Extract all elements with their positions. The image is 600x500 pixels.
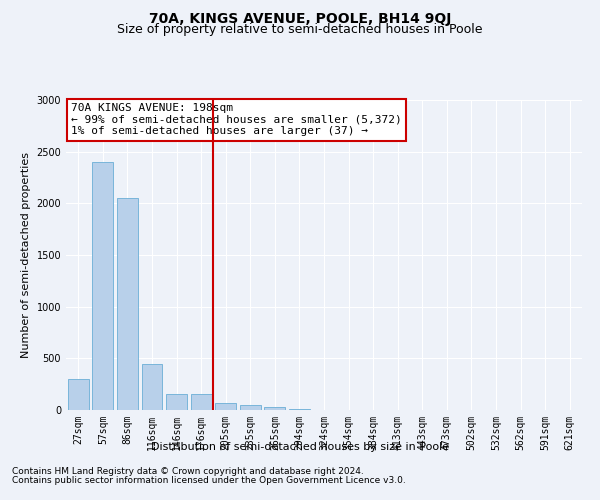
Text: Contains public sector information licensed under the Open Government Licence v3: Contains public sector information licen…: [12, 476, 406, 485]
Y-axis label: Number of semi-detached properties: Number of semi-detached properties: [21, 152, 31, 358]
Text: Size of property relative to semi-detached houses in Poole: Size of property relative to semi-detach…: [117, 22, 483, 36]
Bar: [142, 364, 163, 410]
Bar: [215, 403, 236, 410]
Bar: [117, 198, 138, 410]
Bar: [68, 379, 89, 410]
Bar: [265, 407, 286, 410]
Text: Contains HM Land Registry data © Crown copyright and database right 2024.: Contains HM Land Registry data © Crown c…: [12, 467, 364, 476]
Bar: [166, 394, 187, 410]
Bar: [191, 394, 212, 410]
Bar: [240, 405, 261, 410]
Bar: [92, 162, 113, 410]
Text: 70A, KINGS AVENUE, POOLE, BH14 9QJ: 70A, KINGS AVENUE, POOLE, BH14 9QJ: [149, 12, 451, 26]
Text: 70A KINGS AVENUE: 198sqm
← 99% of semi-detached houses are smaller (5,372)
1% of: 70A KINGS AVENUE: 198sqm ← 99% of semi-d…: [71, 103, 402, 136]
Text: Distribution of semi-detached houses by size in Poole: Distribution of semi-detached houses by …: [151, 442, 449, 452]
